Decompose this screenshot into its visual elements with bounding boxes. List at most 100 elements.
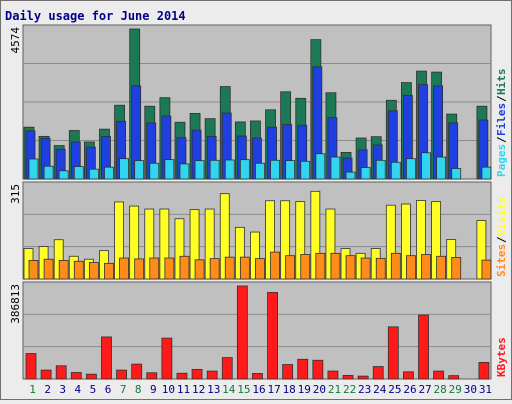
bar-visits-day-19 [295,201,306,280]
x-tick-label-day-16: 16 [252,383,265,396]
bar-sites-day-23 [360,257,371,280]
bar-visits-day-13 [204,208,215,280]
bar-sites-day-5 [88,262,99,280]
bar-visits-day-27 [416,200,426,280]
bar-sites-day-29 [451,257,462,280]
side-label-visits: Visits [495,196,508,236]
bar-sites-day-17 [270,251,280,280]
bar-visits-day-31 [476,220,487,280]
bar-kbytes-day-31 [478,362,490,380]
bar-pages-day-25 [390,161,401,180]
bar-sites-day-25 [390,252,401,280]
bar-pages-day-19 [300,160,311,180]
bar-pages-day-22 [345,171,356,180]
side-label-separator: / [495,95,508,102]
x-tick-label-day-5: 5 [90,383,97,396]
bar-kbytes-day-18 [282,364,294,380]
bar-pages-day-5 [88,168,99,180]
bar-pages-day-31 [481,166,492,180]
x-tick-label-day-13: 13 [207,383,220,396]
bar-kbytes-day-22 [342,374,354,380]
x-tick-label-day-29: 29 [449,383,462,396]
bar-pages-day-13 [209,159,220,180]
x-tick-label-day-17: 17 [267,383,280,396]
bar-sites-day-24 [375,257,386,280]
x-tick-label-day-7: 7 [120,383,127,396]
bar-kbytes-day-1 [25,353,37,380]
bar-pages-day-28 [436,156,447,180]
bar-sites-day-13 [209,258,220,280]
bar-visits-day-17 [265,200,275,280]
bar-sites-day-8 [134,258,145,280]
side-label-separator: / [495,136,508,143]
x-tick-label-day-19: 19 [298,383,311,396]
bar-kbytes-day-10 [161,337,173,380]
bar-sites-day-12 [194,259,205,280]
x-tick-label-day-27: 27 [418,383,431,396]
x-tick-label-day-10: 10 [162,383,175,396]
bar-visits-day-9 [144,208,155,280]
bar-sites-day-15 [239,256,250,280]
bar-kbytes-day-20 [312,359,324,380]
bar-sites-day-20 [315,252,326,280]
bar-pages-day-26 [406,158,416,180]
bar-sites-day-11 [179,255,190,280]
bar-visits-day-3 [53,239,64,280]
bar-pages-day-2 [43,165,54,180]
x-tick-label-day-23: 23 [358,383,371,396]
bar-visits-day-16 [250,231,260,280]
bar-pages-day-18 [285,160,296,180]
bar-sites-day-19 [300,254,311,280]
side-label-sites: Sites [495,244,508,277]
x-tick-label-day-20: 20 [313,383,326,396]
bar-pages-day-24 [375,159,386,180]
bar-kbytes-day-17 [267,292,278,380]
bar-pages-day-27 [421,152,431,180]
bar-sites-day-16 [255,258,265,280]
y-max-label: 315 [9,184,22,204]
bar-pages-day-7 [119,158,129,180]
bar-kbytes-day-6 [101,336,112,380]
bar-pages-day-20 [315,153,326,180]
bar-sites-day-21 [330,252,341,280]
bar-sites-day-22 [345,255,356,280]
bar-pages-day-11 [179,163,190,180]
bar-kbytes-day-4 [70,372,82,380]
bar-pages-day-16 [255,162,265,180]
bar-visits-day-11 [174,218,185,280]
x-tick-label-day-12: 12 [192,383,205,396]
bar-sites-day-10 [164,257,175,280]
x-tick-label-day-31: 31 [479,383,492,396]
bar-sites-day-9 [149,257,160,280]
bar-visits-day-25 [385,204,396,280]
bar-kbytes-day-27 [418,314,429,380]
bar-kbytes-day-15 [236,285,248,380]
x-tick-label-day-22: 22 [343,383,356,396]
bar-sites-day-26 [406,255,416,280]
x-tick-label-day-6: 6 [105,383,112,396]
x-tick-label-day-14: 14 [222,383,236,396]
side-label-pages: Pages [495,144,508,177]
side-label-kbytes: KBytes [495,337,508,377]
x-tick-label-day-24: 24 [373,383,387,396]
bar-kbytes-day-2 [40,369,52,380]
bar-pages-day-14 [224,159,235,180]
x-tick-label-day-9: 9 [150,383,157,396]
x-tick-label-day-11: 11 [177,383,190,396]
x-tick-label-day-2: 2 [44,383,51,396]
x-tick-label-day-21: 21 [328,383,341,396]
bar-sites-day-31 [481,259,492,280]
bar-kbytes-day-5 [85,373,97,380]
chart-title: Daily usage for June 2014 [5,9,186,23]
bar-kbytes-day-24 [372,366,384,380]
bar-pages-day-29 [451,168,462,180]
bar-kbytes-day-29 [448,375,460,380]
bar-pages-day-23 [360,167,371,180]
bar-sites-day-6 [104,262,114,280]
bar-pages-day-4 [73,166,84,180]
bar-pages-day-1 [28,158,39,180]
bar-pages-day-8 [134,160,145,180]
bar-kbytes-day-19 [297,358,309,380]
